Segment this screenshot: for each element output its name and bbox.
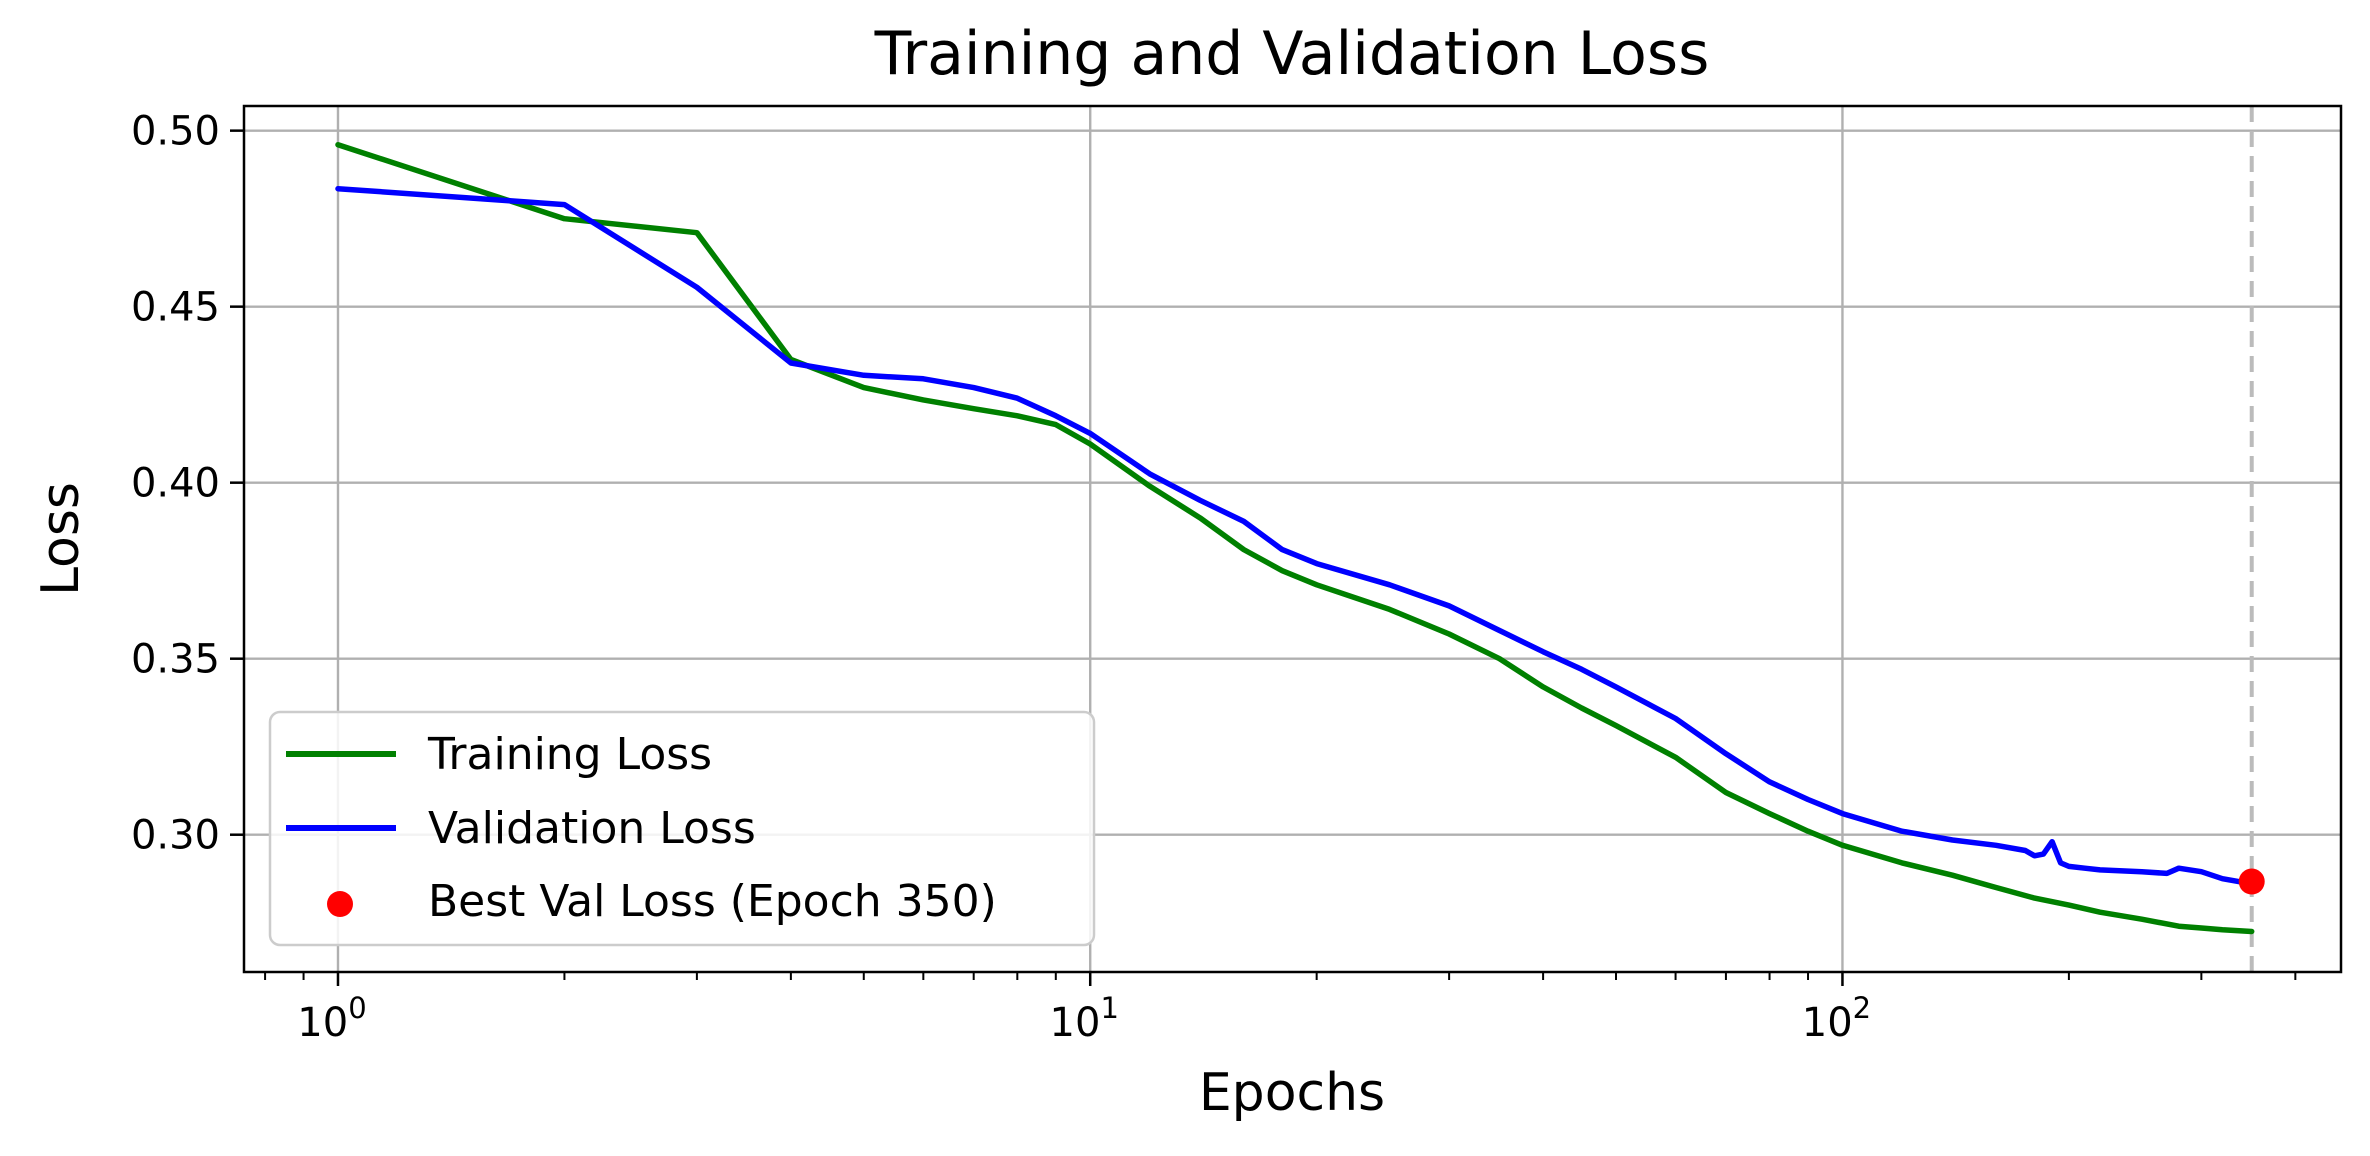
legend: Training Loss Validation Loss Best Val L… xyxy=(268,710,1096,947)
y-tick-label: 0.50 xyxy=(131,109,220,155)
training-loss-line xyxy=(335,141,2255,935)
y-tick-label: 0.40 xyxy=(131,461,220,507)
y-tick-label: 0.35 xyxy=(131,637,220,683)
legend-box xyxy=(268,710,1096,947)
x-tick-label: 100 xyxy=(297,991,366,1046)
x-axis-title: Epochs xyxy=(1199,1063,1385,1123)
legend-label-training: Training Loss xyxy=(427,729,712,780)
x-tick-label: 102 xyxy=(1802,991,1871,1046)
plot-frame xyxy=(242,104,2343,974)
legend-swatch-best xyxy=(327,891,353,917)
best-point-markers xyxy=(2238,868,2265,895)
y-tick-label: 0.45 xyxy=(131,285,220,331)
validation-loss-line xyxy=(335,185,2255,885)
chart-title: Training and Validation Loss xyxy=(874,19,1710,89)
series-lines xyxy=(335,141,2255,935)
legend-label-best: Best Val Loss (Epoch 350) xyxy=(428,876,997,927)
x-tick-label: 101 xyxy=(1050,991,1119,1046)
best-val-loss-marker xyxy=(2238,868,2265,895)
y-tick-label: 0.30 xyxy=(131,813,220,859)
axis-ticks: 100 101 102 0.30 0.35 0.40 0.45 0.50 xyxy=(131,109,2297,1046)
legend-label-validation: Validation Loss xyxy=(428,803,756,854)
y-axis-title: Loss xyxy=(31,482,91,596)
